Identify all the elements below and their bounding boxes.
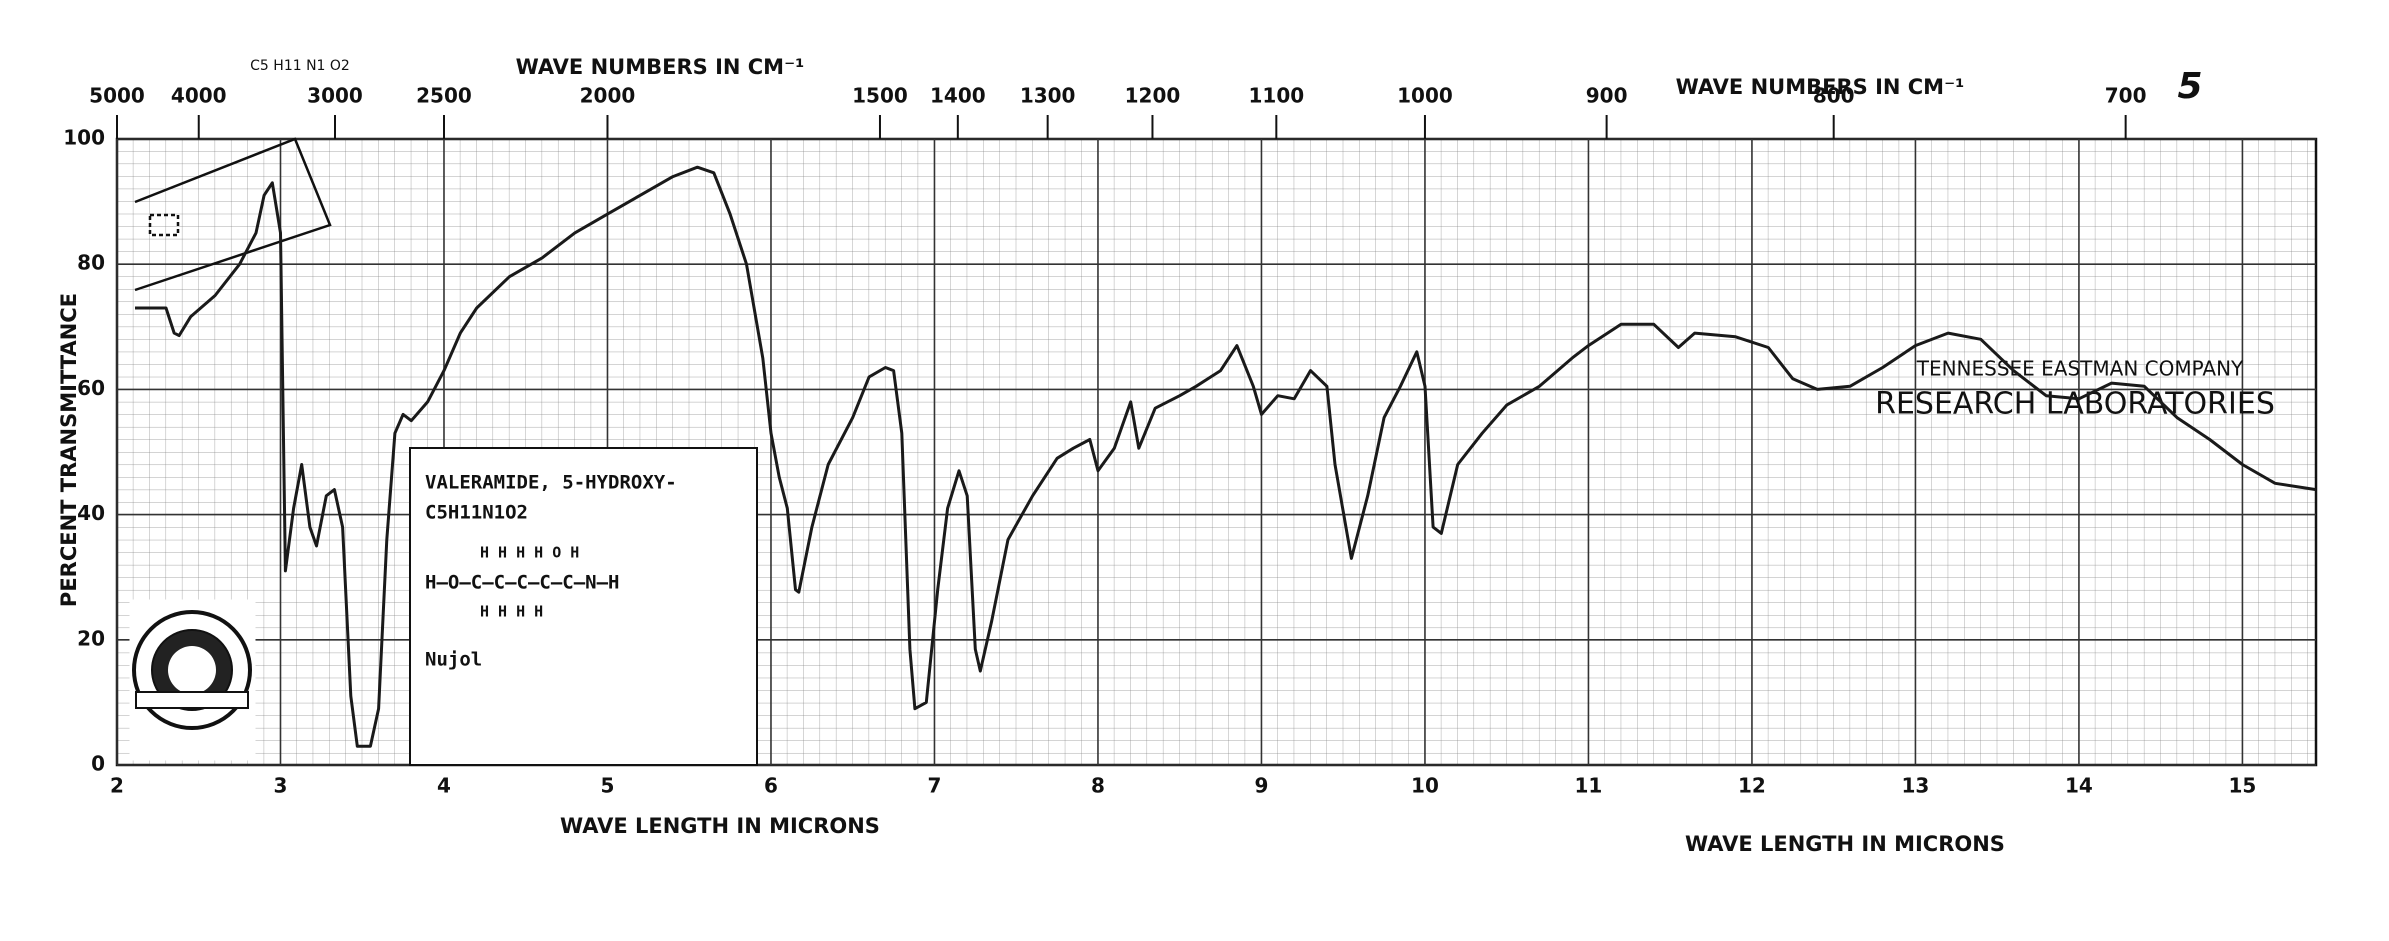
x-tick-label: 14 bbox=[2065, 774, 2093, 798]
x2-tick-label: 1300 bbox=[1020, 84, 1076, 108]
x2-tick-label: 1500 bbox=[852, 84, 908, 108]
y-tick-label: 60 bbox=[77, 376, 105, 400]
x2-tick-label: 900 bbox=[1586, 84, 1628, 108]
x2-tick-label: 5000 bbox=[89, 84, 145, 108]
x-tick-label: 6 bbox=[764, 774, 778, 798]
structure-mid: H–O–C–C–C–C–C–N–H bbox=[425, 572, 619, 594]
y-tick-label: 20 bbox=[77, 626, 105, 650]
x2-tick-label: 1100 bbox=[1248, 84, 1304, 108]
page-number: 5 bbox=[2177, 66, 2202, 107]
structure-top: H H H H O H bbox=[480, 544, 579, 562]
medium: Nujol bbox=[425, 649, 482, 671]
y-tick-label: 80 bbox=[77, 251, 105, 275]
company-logo bbox=[129, 599, 256, 761]
x2-label: WAVE NUMBERS IN CM⁻¹ bbox=[516, 55, 805, 79]
x-tick-label: 13 bbox=[1902, 774, 1930, 798]
x-label: WAVE LENGTH IN MICRONS bbox=[1685, 832, 2005, 856]
compound-box bbox=[409, 447, 758, 766]
x2-tick-label: 1400 bbox=[930, 84, 986, 108]
lab-name: RESEARCH LABORATORIES bbox=[1875, 387, 2275, 422]
x-tick-label: 4 bbox=[437, 774, 451, 798]
x2-tick-label: 800 bbox=[1813, 84, 1855, 108]
x2-tick-label: 1000 bbox=[1397, 84, 1453, 108]
structure-bottom: H H H H bbox=[480, 603, 543, 621]
x-tick-label: 9 bbox=[1255, 774, 1269, 798]
compound-name: VALERAMIDE, 5-HYDROXY- bbox=[425, 472, 677, 494]
y-tick-label: 0 bbox=[91, 752, 105, 776]
hand-annotation bbox=[134, 137, 332, 292]
x-tick-label: 8 bbox=[1091, 774, 1105, 798]
compound-formula: C5H11N1O2 bbox=[425, 502, 528, 524]
formula-top: C5 H11 N1 O2 bbox=[250, 58, 350, 74]
x-tick-label: 10 bbox=[1411, 774, 1439, 798]
x-tick-label: 7 bbox=[928, 774, 942, 798]
y-tick-label: 100 bbox=[63, 126, 105, 150]
y-label: PERCENT TRANSMITTANCE bbox=[57, 293, 81, 607]
x2-tick-label: 2500 bbox=[416, 84, 472, 108]
x-tick-label: 15 bbox=[2229, 774, 2257, 798]
x2-tick-label: 700 bbox=[2105, 84, 2147, 108]
spectrum-line bbox=[135, 165, 2317, 748]
x-tick-label: 12 bbox=[1738, 774, 1766, 798]
x-label: WAVE LENGTH IN MICRONS bbox=[560, 814, 880, 838]
x-tick-label: 11 bbox=[1575, 774, 1603, 798]
x2-label: WAVE NUMBERS IN CM⁻¹ bbox=[1676, 75, 1965, 99]
x2-tick-label: 2000 bbox=[580, 84, 636, 108]
company-name: TENNESSEE EASTMAN COMPANY bbox=[1916, 357, 2244, 381]
y-tick-label: 40 bbox=[77, 501, 105, 525]
x2-tick-label: 3000 bbox=[307, 84, 363, 108]
x-tick-label: 2 bbox=[110, 774, 124, 798]
x-tick-label: 3 bbox=[274, 774, 288, 798]
x2-tick-label: 4000 bbox=[171, 84, 227, 108]
x2-tick-label: 1200 bbox=[1125, 84, 1181, 108]
x-tick-label: 5 bbox=[601, 774, 615, 798]
